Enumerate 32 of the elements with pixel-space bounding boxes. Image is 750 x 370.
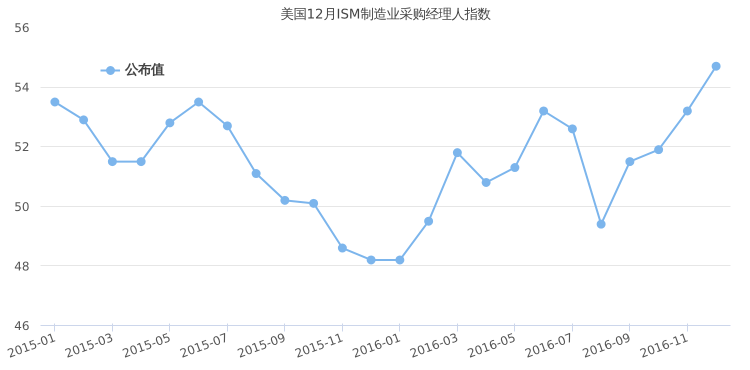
legend-label: 公布值 [125,62,164,79]
y-tick-label: 48 [14,259,30,274]
y-tick-label: 46 [14,319,30,333]
y-tick-label: 50 [14,200,30,214]
point [625,157,634,166]
point [510,163,520,172]
point [712,62,721,71]
point [309,198,318,208]
chart-title: 美国12月ISM制造业采购经理人指数 [280,6,490,22]
point [539,106,548,116]
point [280,196,290,205]
point [79,115,88,124]
point [366,255,376,264]
point [252,169,261,178]
y-tick-label: 52 [14,140,30,154]
point [50,98,60,106]
point [452,148,462,158]
point [108,157,117,166]
y-tick-label: 56 [14,21,30,35]
point [338,244,347,253]
y-tick-label: 54 [14,80,30,95]
point [596,220,606,229]
point [165,118,174,128]
point [395,255,404,264]
point [136,157,146,166]
point [482,178,491,187]
point [194,98,204,106]
point [222,121,232,130]
point [654,145,664,154]
point [682,106,692,116]
point [568,124,577,134]
point [424,216,434,226]
